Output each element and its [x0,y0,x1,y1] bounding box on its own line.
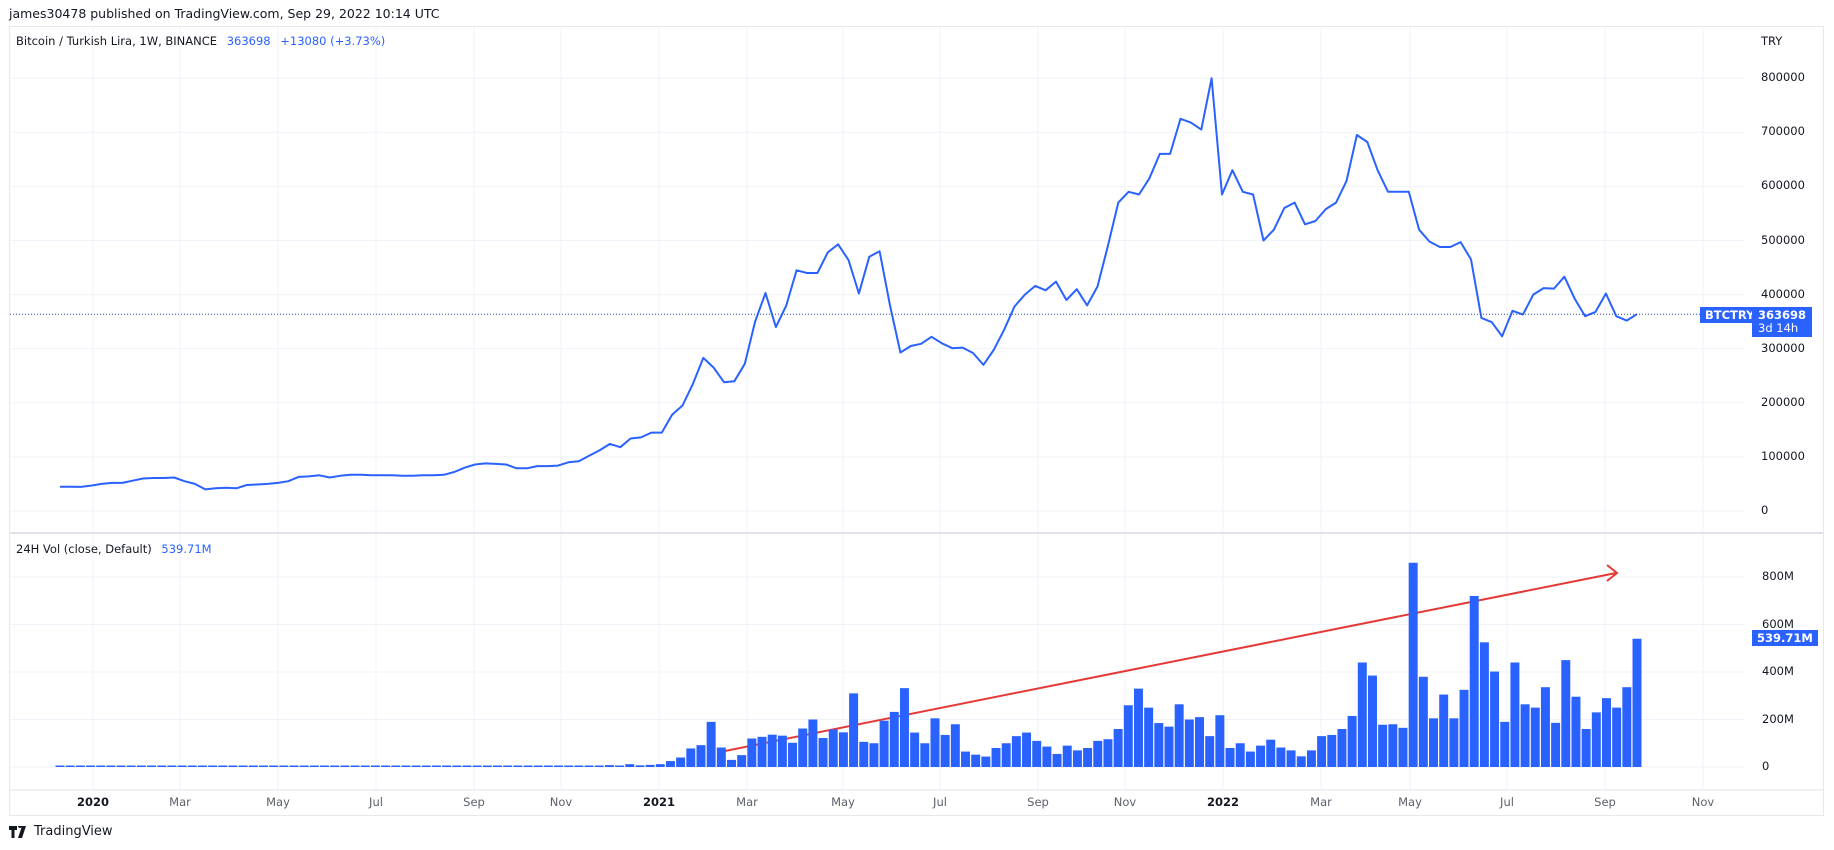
time-axis-tick: May [266,795,290,809]
symbol-tag: BTCTRY [1700,307,1760,323]
time-axis-tick: 2022 [1206,795,1240,809]
time-axis-tick: Nov [549,795,573,809]
time-axis-tick: Mar [1310,795,1332,809]
time-axis-tick: Nov [1113,795,1137,809]
price-tag: 363698 3d 14h [1752,307,1813,337]
price-axis-tick: 0 [1761,503,1769,517]
volume-axis-tick: 400M [1762,664,1794,678]
currency-label: TRY [1761,34,1783,48]
price-axis-tick: 800000 [1761,70,1805,85]
volume-axis-tick: 200M [1762,711,1794,726]
price-legend[interactable]: Bitcoin / Turkish Lira, 1W, BINANCE 3636… [16,34,385,48]
volume-legend-value: 539.71M [161,542,212,556]
price-axis-tick: 300000 [1761,340,1805,355]
time-axis-tick: 2021 [642,795,676,809]
volume-axis-tick: 800M [1762,569,1794,583]
time-axis-tick: Jul [1500,795,1514,809]
time-axis-tick: 2020 [76,795,110,809]
time-axis-tick: Jul [933,795,947,809]
time-axis-tick: May [831,795,855,809]
volume-legend-title: 24H Vol (close, Default) [16,542,152,556]
price-axis-tick: 700000 [1761,124,1805,139]
price-axis-tick: 200000 [1761,394,1805,409]
price-axis-tick: 500000 [1761,232,1805,247]
countdown: 3d 14h [1758,321,1799,335]
footer-brand: TradingView [34,824,113,839]
price-tag-value: 363698 [1758,308,1807,322]
time-axis-tick: Nov [1691,795,1715,809]
time-axis-tick: May [1398,795,1422,809]
price-axis-tick: 600000 [1761,178,1805,193]
volume-tag: 539.71M [1752,630,1818,646]
price-legend-last: 363698 [226,34,271,48]
price-axis-tick: 400000 [1761,286,1805,301]
chart-frame [9,26,1824,816]
time-axis-tick: Sep [463,795,485,809]
time-axis-tick: Sep [1594,795,1616,809]
time-axis-tick: Sep [1027,795,1049,809]
volume-axis-tick: 0 [1762,759,1770,773]
footer[interactable]: TradingView [9,824,113,839]
time-axis-tick: Jul [369,795,383,809]
publish-info: james30478 published on TradingView.com,… [9,6,440,21]
price-legend-change: +13080 (+3.73%) [280,34,386,48]
price-axis-tick: 100000 [1761,448,1805,463]
volume-axis-tick: 600M [1762,616,1794,631]
price-legend-title: Bitcoin / Turkish Lira, 1W, BINANCE [16,34,218,48]
time-axis-tick: Mar [169,795,191,809]
time-axis-tick: Mar [736,795,758,809]
tradingview-logo-icon [9,825,26,838]
volume-legend[interactable]: 24H Vol (close, Default) 539.71M [16,542,212,556]
